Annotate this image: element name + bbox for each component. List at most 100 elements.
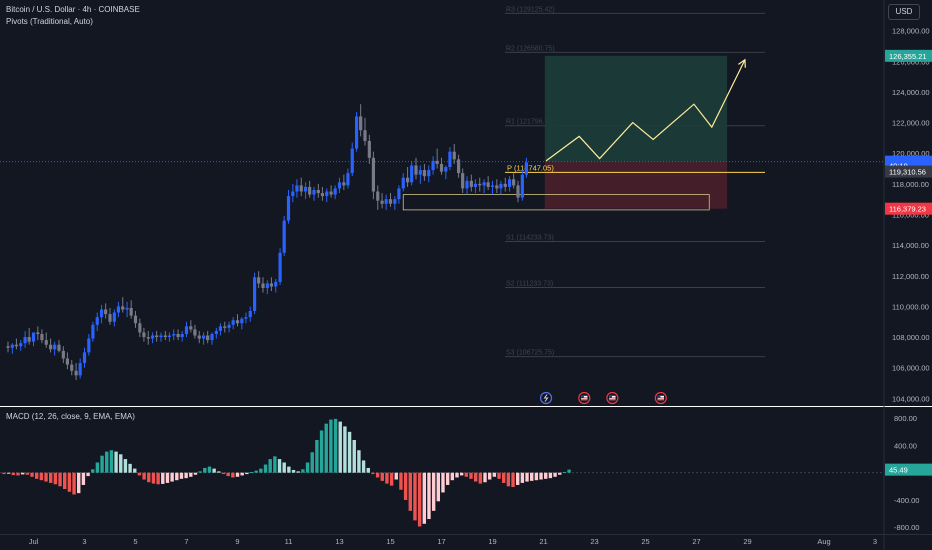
candle-body xyxy=(376,191,380,201)
candle xyxy=(359,104,363,137)
macd-histogram-bar xyxy=(324,423,328,473)
candle xyxy=(252,272,257,315)
candle xyxy=(44,332,48,348)
macd-histogram-bar xyxy=(235,472,240,477)
candle-body xyxy=(252,277,257,312)
candle-body xyxy=(342,182,346,186)
candle xyxy=(473,179,478,194)
candle-body xyxy=(512,179,516,186)
candle-body xyxy=(214,330,218,334)
macd-histogram-bar xyxy=(67,472,72,492)
candle xyxy=(23,330,27,348)
macd-histogram-bar xyxy=(459,472,464,476)
pivots-indicator-label[interactable]: Pivots (Traditional, Auto) xyxy=(6,17,93,26)
macd-histogram-bar xyxy=(179,472,184,479)
consolidation-box xyxy=(402,194,710,211)
candle-body xyxy=(70,364,74,371)
macd-histogram-bar xyxy=(91,469,95,473)
macd-histogram-bar xyxy=(399,472,403,490)
candle-body xyxy=(261,283,265,289)
candle xyxy=(193,324,197,339)
macd-histogram-bar xyxy=(119,454,123,473)
us-flag-icon[interactable] xyxy=(606,391,619,405)
candle xyxy=(150,332,155,344)
macd-histogram-bar xyxy=(161,472,165,484)
candle xyxy=(363,117,367,146)
macd-indicator-label[interactable]: MACD (12, 26, close, 9, EMA, EMA) xyxy=(6,412,135,421)
candle-body xyxy=(163,335,167,338)
time-tick-label: 19 xyxy=(488,537,496,546)
candle xyxy=(393,196,397,210)
candle-body xyxy=(401,177,405,189)
macd-histogram-bar xyxy=(380,472,384,481)
symbol-title: Bitcoin / U.S. Dollar · 4h · COINBASE xyxy=(6,5,140,14)
candle-body xyxy=(61,350,65,359)
macd-histogram-bar xyxy=(357,450,361,473)
candle xyxy=(299,177,303,197)
candle-body xyxy=(6,346,10,348)
candle-body xyxy=(320,193,325,197)
macd-histogram-bar xyxy=(20,472,25,475)
lightning-icon[interactable] xyxy=(539,391,553,405)
macd-histogram-bar xyxy=(315,440,319,473)
price-tick-label: 124,000.00 xyxy=(892,88,930,97)
candle xyxy=(384,194,388,210)
macd-histogram-bar xyxy=(184,472,188,479)
macd-histogram-bar xyxy=(394,472,398,480)
candle xyxy=(6,341,10,353)
candle-body xyxy=(312,189,316,195)
price-tick-label: 108,000.00 xyxy=(892,333,930,342)
macd-histogram-bar xyxy=(497,472,501,479)
pivot-p-label: P (118747.05) xyxy=(507,163,554,172)
macd-tick-label: 800.00 xyxy=(894,414,917,423)
candle xyxy=(53,341,57,356)
candle-body xyxy=(295,185,299,192)
macd-histogram-bar xyxy=(487,472,492,480)
us-flag-icon[interactable] xyxy=(654,391,667,405)
macd-histogram-bar xyxy=(273,456,277,473)
candle-body xyxy=(44,340,48,345)
price-badge-label: 119,310.56 xyxy=(889,168,926,177)
price-badge xyxy=(885,165,932,178)
macd-histogram-bar xyxy=(63,472,67,490)
candle-body xyxy=(108,314,112,322)
candle xyxy=(350,142,354,177)
us-flag-icon[interactable] xyxy=(578,391,591,405)
candle-body xyxy=(201,335,206,339)
candle-body xyxy=(65,358,70,365)
candle-body xyxy=(393,199,397,204)
candle-body xyxy=(414,165,418,175)
currency-selector[interactable]: USD xyxy=(888,4,920,20)
candle xyxy=(78,358,82,379)
macd-histogram-bar xyxy=(506,472,511,487)
candle-body xyxy=(384,199,388,204)
candle xyxy=(99,304,104,324)
macd-histogram-bar xyxy=(212,468,216,473)
macd-histogram-bar xyxy=(333,418,338,473)
candle-body xyxy=(350,148,354,174)
macd-histogram-bar xyxy=(226,472,230,477)
candle-body xyxy=(197,335,201,339)
macd-histogram-bar xyxy=(338,421,342,473)
candle xyxy=(414,157,418,180)
candle-body xyxy=(235,320,240,324)
candle-body xyxy=(74,370,78,376)
macd-histogram-bar xyxy=(287,466,291,473)
candle-body xyxy=(133,315,138,324)
candle xyxy=(405,166,410,187)
price-badge xyxy=(885,202,932,215)
macd-histogram-bar xyxy=(375,472,380,478)
time-tick-label: Aug xyxy=(817,537,830,546)
macd-histogram-bar xyxy=(343,426,347,473)
macd-histogram-bar xyxy=(240,472,244,476)
candle xyxy=(235,314,240,327)
candle xyxy=(70,360,74,376)
macd-histogram-bar xyxy=(2,472,6,475)
candle xyxy=(82,347,87,368)
price-tick-label: 120,000.00 xyxy=(892,149,930,158)
macd-histogram-bar xyxy=(114,451,118,473)
candle xyxy=(418,165,422,184)
price-badge-label: 116,379.23 xyxy=(889,205,926,214)
macd-histogram-bar xyxy=(417,472,422,527)
